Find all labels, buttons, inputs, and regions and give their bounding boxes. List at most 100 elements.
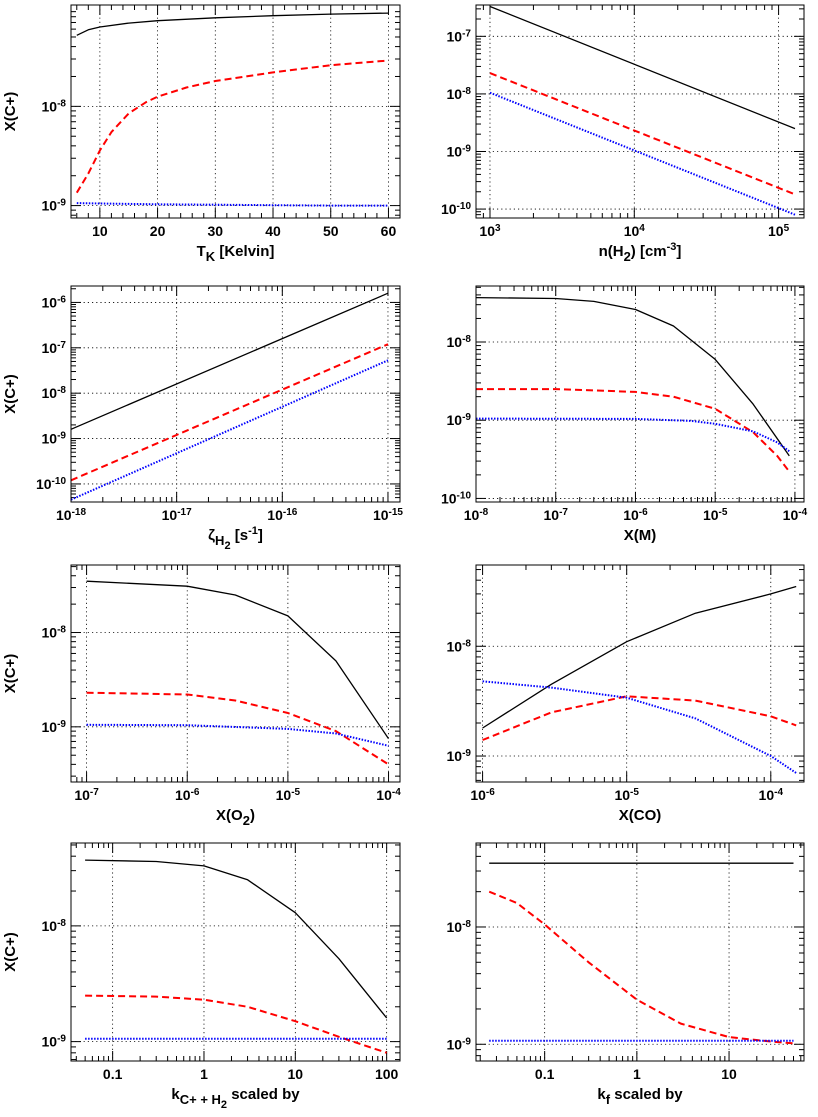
x-tick-label-base: 10 (614, 787, 630, 803)
y-tick-label: 10-8 (447, 333, 472, 350)
x-tick-label-exponent: -7 (559, 507, 568, 518)
y-tick-label: 10-8 (447, 918, 472, 935)
x-tick-label-exponent: -5 (630, 787, 639, 798)
x-tick-label-exponent: -7 (90, 787, 99, 798)
y-tick-label: 10-10 (441, 201, 471, 218)
x-tick-label-base: 10 (759, 787, 775, 803)
series-group (86, 580, 390, 766)
x-tick-label-base: 10 (276, 787, 292, 803)
x-axis-label-part: -1 (248, 525, 258, 537)
x-axis-label: TK [Kelvin] (197, 243, 275, 264)
panel-6: 10-6 10-5 10-410-910-8X(CO) (447, 564, 805, 824)
series-line-dashed (488, 890, 794, 1045)
y-tick-label-base: 10 (42, 625, 58, 641)
x-tick-label-exponent: -5 (291, 787, 300, 798)
series-line-solid (86, 580, 390, 739)
series-line-dashed (85, 994, 388, 1054)
y-tick-label-base: 10 (447, 28, 463, 44)
y-tick-label-base: 10 (42, 294, 58, 310)
x-axis-label-part: f (606, 1092, 611, 1107)
series-line-dotted (71, 359, 389, 501)
y-axis-label: X(C+) (2, 654, 19, 694)
y-tick-label-base: 10 (447, 919, 463, 935)
y-tick-label: 10-8 (42, 917, 67, 934)
x-tick-label: 104 (624, 223, 646, 240)
y-tick-label-base: 10 (42, 431, 58, 447)
x-axis-label-part: X(CO) (619, 807, 662, 824)
y-tick-label-exponent: -9 (57, 197, 66, 208)
x-axis-label-part: ] (258, 527, 263, 544)
x-tick-label: 10 (721, 1066, 737, 1082)
x-tick-label-base: 10 (56, 507, 72, 523)
x-tick-label: 10-5 (614, 787, 639, 804)
x-tick-label: 100 (375, 1066, 399, 1082)
x-tick-label-base: 10 (624, 223, 640, 239)
x-tick-label: 1 (633, 1066, 641, 1082)
x-tick-label: 10-7 (543, 507, 568, 524)
y-tick-label-base: 10 (42, 385, 58, 401)
x-tick-label-exponent: 4 (639, 223, 645, 234)
x-tick-label: 50 (323, 223, 339, 239)
x-tick-label-base: 10 (175, 787, 191, 803)
x-tick-label-exponent: 3 (495, 223, 501, 234)
x-tick-label: 103 (479, 223, 501, 240)
x-tick-label-base: 10 (376, 787, 392, 803)
series-line-dashed (75, 59, 389, 194)
x-axis-label-part: 2 (243, 813, 250, 828)
y-tick-label: 10-8 (42, 624, 67, 641)
x-tick-label: 10-6 (175, 787, 200, 804)
y-tick-label-base: 10 (447, 86, 463, 102)
x-axis-label: n(H2) [cm-3] (599, 241, 682, 264)
y-tick-label-exponent: -10 (457, 490, 472, 501)
x-tick-label-base: 10 (768, 223, 784, 239)
x-tick-label: 10-16 (267, 507, 297, 524)
y-tick-label-base: 10 (42, 340, 58, 356)
x-tick-label: 10 (92, 223, 108, 239)
x-axis-label-part: 2 (224, 540, 230, 552)
y-tick-label-base: 10 (447, 412, 463, 428)
x-axis-label-part: n(H (599, 243, 624, 260)
x-tick-label-exponent: -6 (639, 507, 648, 518)
x-tick-label: 40 (265, 223, 281, 239)
x-axis-label-part: ζ (208, 527, 215, 544)
x-tick-label: 0.1 (103, 1066, 123, 1082)
plot-frame (475, 4, 805, 219)
x-tick-label-exponent: -4 (392, 787, 401, 798)
y-tick-label-exponent: -7 (57, 339, 66, 350)
x-axis-label-part: ) [cm (631, 243, 667, 260)
x-tick-label-exponent: 5 (784, 223, 790, 234)
series-line-dotted (76, 202, 389, 207)
plot-frame (475, 564, 805, 783)
x-tick-label-exponent: -8 (479, 507, 488, 518)
y-tick-label: 10-9 (42, 1033, 67, 1050)
y-tick-label: 10-9 (447, 412, 472, 429)
x-tick-label-exponent: -4 (774, 787, 783, 798)
x-tick-label: 10-5 (703, 507, 728, 524)
series-group (75, 12, 389, 207)
series-line-dashed (476, 388, 791, 473)
y-tick-label: 10-10 (441, 490, 471, 507)
y-tick-label-exponent: -7 (462, 28, 471, 39)
series-line-solid (76, 12, 389, 36)
x-tick-label: 10-5 (276, 787, 301, 804)
y-tick-label-exponent: -9 (57, 1033, 66, 1044)
x-tick-label-exponent: -15 (389, 507, 404, 518)
x-axis-label-part: ) (250, 807, 255, 824)
x-tick-label-exponent: -6 (191, 787, 200, 798)
series-group (476, 296, 791, 473)
series-line-solid (85, 859, 388, 1019)
series-group (489, 5, 796, 216)
x-axis-label-part: X(O (216, 807, 243, 824)
y-tick-label-exponent: -10 (52, 475, 67, 486)
y-tick-label-base: 10 (441, 201, 457, 217)
y-tick-label-exponent: -8 (462, 333, 471, 344)
x-tick-label: 10-6 (623, 507, 648, 524)
y-tick-label: 10-6 (42, 294, 67, 311)
x-axis-label-part: C+ + H (180, 1092, 221, 1107)
y-tick-label: 10-9 (42, 197, 67, 214)
x-tick-label-base: 10 (623, 507, 639, 523)
x-axis-label: kC+ + H2 scaled by (171, 1086, 300, 1111)
x-axis-label: X(O2) (216, 807, 255, 828)
series-group (71, 292, 389, 501)
x-tick-label: 10-17 (162, 507, 192, 524)
